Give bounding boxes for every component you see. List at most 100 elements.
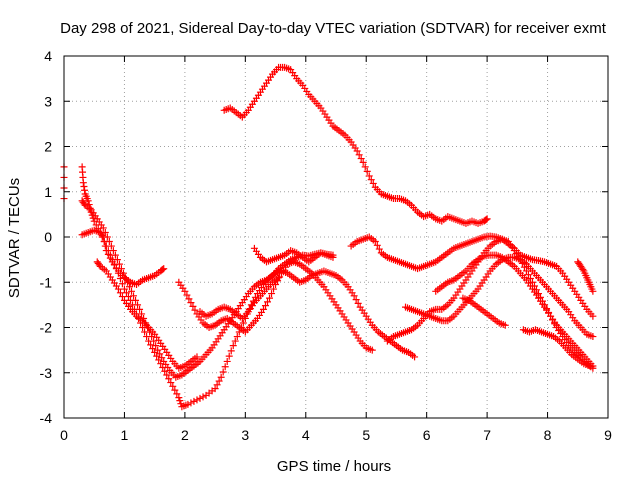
data-point [270, 285, 278, 293]
data-point [125, 283, 133, 291]
data-point [98, 231, 106, 239]
data-point [106, 254, 114, 262]
data-point [115, 260, 123, 268]
data-point [219, 368, 227, 376]
data-point [190, 397, 198, 405]
x-tick-label: 5 [362, 427, 370, 443]
data-point [233, 333, 241, 341]
data-point [158, 354, 166, 362]
series-s15 [574, 258, 597, 295]
data-point [586, 362, 594, 370]
data-point [524, 271, 532, 279]
data-point [211, 385, 219, 393]
data-point [156, 350, 164, 358]
y-tick-label: -4 [40, 410, 53, 426]
data-point [183, 291, 191, 299]
series-s6 [196, 274, 283, 322]
data-point [109, 247, 117, 255]
x-tick-label: 2 [181, 427, 189, 443]
y-tick-label: 0 [44, 229, 52, 245]
data-point [114, 285, 122, 293]
x-tick-label: 7 [483, 427, 491, 443]
data-point [138, 310, 146, 318]
data-point [365, 172, 373, 180]
data-point [122, 289, 130, 297]
data-point [227, 347, 235, 355]
data-point [367, 176, 375, 184]
series-s7 [220, 63, 491, 227]
data-point [163, 371, 171, 379]
data-point [221, 363, 229, 371]
data-point [354, 299, 362, 307]
data-point [251, 293, 259, 301]
data-point [359, 158, 367, 166]
x-tick-label: 8 [544, 427, 552, 443]
data-point [589, 333, 597, 341]
data-point [483, 215, 491, 223]
data-point [229, 342, 237, 350]
data-point [120, 285, 128, 293]
data-point [161, 367, 169, 375]
data-point [355, 151, 363, 159]
data-point [350, 292, 358, 300]
x-tick-label: 6 [423, 427, 431, 443]
data-point [231, 337, 239, 345]
data-point [189, 302, 197, 310]
x-tick-label: 0 [60, 427, 68, 443]
data-point [501, 321, 509, 329]
data-point [176, 397, 184, 405]
data-point [132, 296, 140, 304]
data-point [99, 224, 107, 232]
data-point [101, 228, 109, 236]
data-point [165, 375, 173, 383]
y-tick-label: 1 [44, 184, 52, 200]
data-point [117, 265, 125, 273]
series-s5 [175, 258, 376, 354]
data-point [363, 167, 371, 175]
data-point [104, 250, 112, 258]
data-point [589, 312, 597, 320]
data-point [79, 179, 87, 187]
y-tick-label: -3 [40, 365, 53, 381]
data-point [199, 393, 207, 401]
data-point [482, 216, 490, 224]
data-point [130, 292, 138, 300]
data-point [353, 147, 361, 155]
series-s12 [402, 253, 597, 341]
data-point [118, 280, 126, 288]
data-point [261, 302, 269, 310]
y-tick-label: 4 [44, 48, 52, 64]
series-s9 [347, 232, 597, 320]
data-point [107, 242, 115, 250]
data-point [171, 386, 179, 394]
data-point [268, 290, 276, 298]
data-point [223, 357, 231, 365]
data-point [103, 233, 111, 241]
series-s8 [250, 244, 337, 266]
data-point [80, 182, 88, 190]
data-point [368, 346, 376, 354]
data-point [361, 163, 369, 171]
data-point [371, 238, 379, 246]
data-point [121, 274, 129, 282]
data-point [215, 377, 223, 385]
data-point [152, 342, 160, 350]
data-point [213, 381, 221, 389]
data-point [589, 287, 597, 295]
data-point [102, 247, 110, 255]
data-point [118, 293, 126, 301]
series-s13 [459, 294, 509, 329]
data-point [259, 305, 267, 313]
data-point [185, 295, 193, 303]
y-tick-label: 3 [44, 93, 52, 109]
axis-ticks: 0 1 2 3 4 5 6 7 8 9 -4 -3 -2 -1 0 1 2 3 4 [40, 48, 613, 443]
data-point [123, 278, 131, 286]
data-point [175, 394, 183, 402]
data-point [249, 297, 257, 305]
chart-title: Day 298 of 2021, Sidereal Day-to-day VTE… [60, 20, 607, 37]
x-axis-label: GPS time / hours [277, 458, 391, 475]
data-point [124, 293, 132, 301]
data-point [375, 245, 383, 253]
data-point [263, 298, 271, 306]
data-point [217, 373, 225, 381]
